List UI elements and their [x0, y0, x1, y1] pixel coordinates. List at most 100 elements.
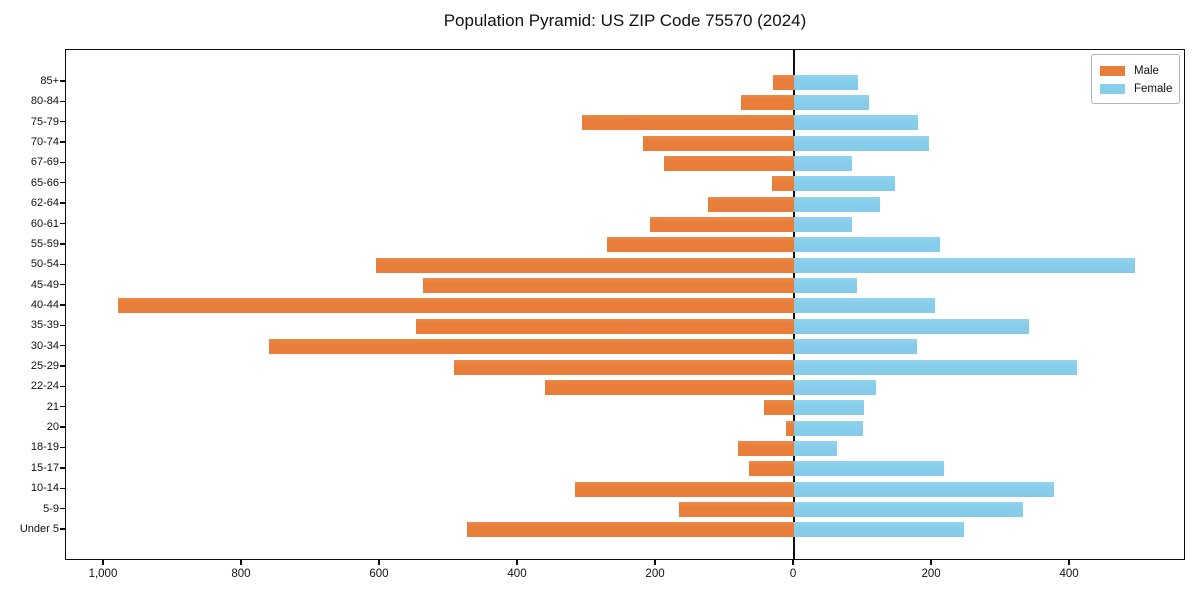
- y-tick-mark: [60, 446, 65, 449]
- y-tick-label: 25-29: [30, 360, 59, 373]
- male-swatch-icon: [1100, 66, 1125, 76]
- male-bar: [773, 74, 795, 90]
- female-bar: [794, 135, 929, 151]
- legend: Male Female: [1091, 54, 1180, 104]
- y-tick-label: 67-69: [30, 156, 59, 169]
- male-bar: [707, 196, 795, 212]
- female-bar: [794, 522, 964, 538]
- male-bar: [738, 440, 795, 456]
- y-tick-label: 85+: [40, 75, 59, 87]
- male-bar: [117, 298, 795, 314]
- y-tick-mark: [60, 467, 65, 469]
- y-tick-mark: [60, 121, 65, 123]
- y-tick-mark: [60, 385, 65, 388]
- y-tick-label: 15-17: [30, 461, 59, 474]
- y-tick-label: 62-64: [30, 197, 59, 210]
- plot-area: Male Female: [65, 49, 1185, 560]
- female-bar: [794, 359, 1077, 375]
- x-tick-mark: [378, 560, 380, 565]
- male-bar: [642, 135, 795, 151]
- y-tick-label: 75-79: [30, 115, 59, 128]
- y-tick-mark: [60, 80, 65, 82]
- x-tick-mark: [102, 560, 104, 565]
- y-tick-mark: [60, 487, 65, 489]
- male-bar: [582, 115, 795, 131]
- female-bar: [794, 339, 917, 355]
- y-tick-label: 45-49: [30, 278, 59, 291]
- male-bar: [664, 155, 795, 171]
- female-bar: [794, 94, 869, 110]
- female-bar: [794, 461, 944, 477]
- male-bar: [749, 461, 795, 477]
- female-bar: [794, 318, 1030, 334]
- x-tick-mark: [654, 560, 656, 565]
- legend-entry-male: Male: [1100, 62, 1171, 80]
- x-tick-label: 200: [921, 568, 941, 580]
- y-tick-mark: [60, 365, 65, 367]
- x-tick-label: 0: [789, 568, 797, 580]
- x-tick-mark: [516, 560, 518, 565]
- y-tick-label: 10-14: [30, 482, 59, 495]
- y-tick-mark: [60, 528, 65, 530]
- female-bar: [794, 502, 1024, 518]
- male-bar: [422, 278, 795, 294]
- y-tick-mark: [60, 100, 65, 103]
- y-tick-mark: [60, 426, 65, 428]
- male-bar: [544, 379, 795, 395]
- female-bar: [794, 400, 864, 416]
- y-tick-label: 65-66: [30, 176, 59, 189]
- female-bar: [794, 298, 935, 314]
- female-bar: [794, 74, 859, 90]
- y-tick-mark: [60, 222, 65, 225]
- y-tick-label: 30-34: [30, 339, 59, 352]
- female-swatch-icon: [1100, 84, 1125, 94]
- x-tick-mark: [792, 560, 794, 565]
- x-tick-label: 1,000: [88, 568, 118, 580]
- y-tick-label: 55-59: [30, 237, 59, 250]
- x-tick-label: 400: [1059, 568, 1079, 580]
- chart-title: Population Pyramid: US ZIP Code 75570 (2…: [443, 11, 807, 30]
- legend-entry-female: Female: [1100, 80, 1173, 98]
- male-bar: [771, 176, 795, 192]
- y-tick-label: 35-39: [30, 319, 59, 332]
- y-tick-mark: [60, 344, 65, 347]
- y-tick-mark: [60, 324, 65, 326]
- y-tick-label: 60-61: [30, 217, 59, 230]
- female-bar: [794, 420, 864, 436]
- y-tick-mark: [60, 202, 65, 204]
- y-tick-label: 40-44: [30, 298, 59, 311]
- x-tick-label: 800: [231, 568, 251, 580]
- female-bar: [794, 196, 880, 212]
- female-bar: [794, 155, 852, 171]
- y-tick-mark: [60, 507, 65, 510]
- y-tick-label: 5-9: [43, 502, 59, 515]
- y-tick-mark: [60, 406, 65, 408]
- y-tick-label: 21: [46, 400, 59, 413]
- female-bar: [794, 237, 941, 253]
- y-tick-mark: [60, 304, 65, 306]
- male-bar: [678, 502, 795, 518]
- y-tick-mark: [60, 263, 65, 265]
- male-bar: [786, 420, 795, 436]
- x-tick-mark: [1068, 560, 1070, 565]
- male-bar: [268, 339, 795, 355]
- y-tick-label: 22-24: [30, 380, 59, 393]
- female-bar: [794, 440, 837, 456]
- y-tick-mark: [60, 182, 65, 184]
- female-bar: [794, 379, 877, 395]
- y-tick-label: 20: [46, 421, 59, 434]
- y-tick-label: 18-19: [30, 441, 59, 454]
- female-bar: [794, 176, 895, 192]
- legend-male-label: Male: [1134, 65, 1159, 77]
- legend-female-label: Female: [1134, 83, 1173, 95]
- y-tick-label: 50-54: [30, 258, 59, 271]
- x-tick-label: 400: [507, 568, 527, 580]
- x-tick-mark: [930, 560, 932, 565]
- female-bar: [794, 481, 1054, 497]
- y-tick-label: 70-74: [30, 136, 59, 149]
- y-tick-mark: [60, 283, 65, 286]
- y-tick-mark: [60, 243, 65, 245]
- female-bar: [794, 278, 857, 294]
- x-tick-label: 600: [369, 568, 389, 580]
